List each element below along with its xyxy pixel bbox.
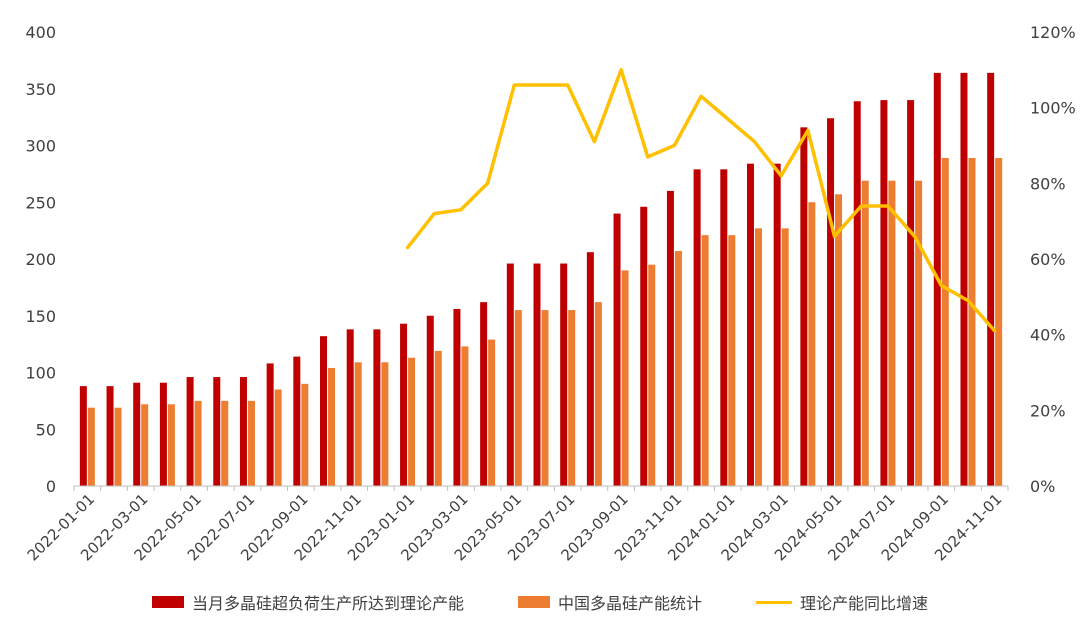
bar-theoretical-capacity bbox=[907, 100, 915, 486]
bar-theoretical-capacity bbox=[480, 302, 488, 486]
bar-theoretical-capacity bbox=[560, 263, 568, 486]
bar-theoretical-capacity bbox=[880, 100, 888, 486]
y-left-tick-label: 100 bbox=[25, 364, 56, 383]
y-right-tick-label: 0% bbox=[1030, 477, 1055, 496]
bar-china-capacity bbox=[408, 357, 416, 486]
legend-swatch-yellow-line bbox=[756, 600, 792, 604]
bar-theoretical-capacity bbox=[186, 377, 194, 486]
y-left-tick-label: 400 bbox=[25, 23, 56, 42]
bar-theoretical-capacity bbox=[640, 206, 648, 487]
y-right-tick-label: 40% bbox=[1030, 326, 1066, 345]
bar-theoretical-capacity bbox=[79, 386, 87, 486]
bar-theoretical-capacity bbox=[987, 72, 995, 487]
line-yoy-growth bbox=[405, 68, 997, 333]
y-right-tick-label: 120% bbox=[1030, 23, 1076, 42]
bar-china-capacity bbox=[167, 404, 175, 486]
bar-china-capacity bbox=[328, 367, 336, 486]
bar-theoretical-capacity bbox=[453, 308, 461, 486]
y-left-tick-label: 50 bbox=[36, 420, 56, 439]
bar-china-capacity bbox=[194, 400, 202, 486]
bar-china-capacity bbox=[915, 180, 923, 486]
bar-china-capacity bbox=[274, 389, 282, 486]
bar-china-capacity bbox=[808, 202, 816, 486]
bar-theoretical-capacity bbox=[666, 190, 674, 486]
bar-theoretical-capacity bbox=[853, 101, 861, 487]
bar-china-capacity bbox=[247, 400, 255, 486]
bar-china-capacity bbox=[434, 350, 442, 486]
bar-china-capacity bbox=[354, 362, 362, 486]
bar-theoretical-capacity bbox=[720, 169, 728, 486]
bar-theoretical-capacity bbox=[773, 163, 781, 486]
bar-china-capacity bbox=[87, 407, 95, 486]
y-right-tick-label: 20% bbox=[1030, 401, 1066, 420]
legend-item-china-capacity: 中国多晶硅产能统计 bbox=[517, 590, 702, 614]
bar-china-capacity bbox=[861, 180, 869, 486]
bar-theoretical-capacity bbox=[533, 263, 541, 486]
y-left-tick-label: 300 bbox=[25, 137, 56, 156]
bar-china-capacity bbox=[381, 362, 389, 486]
y-right-tick-label: 60% bbox=[1030, 250, 1066, 269]
chart-svg: 0 50 100 150 200 250 300 350 400 0% 20% 40% 60% 80% 10… bbox=[24, 23, 1076, 564]
bar-theoretical-capacity bbox=[266, 363, 274, 486]
bar-theoretical-capacity bbox=[800, 127, 808, 486]
bar-china-capacity bbox=[968, 157, 976, 487]
y-right-tick-label: 80% bbox=[1030, 174, 1066, 193]
legend-label: 中国多晶硅产能统计 bbox=[557, 594, 702, 613]
bar-china-capacity bbox=[941, 157, 949, 487]
legend-label: 理论产能同比增速 bbox=[800, 594, 929, 613]
bar-china-capacity bbox=[674, 251, 682, 486]
y-left-tick-label: 200 bbox=[25, 250, 56, 269]
bar-theoretical-capacity bbox=[426, 315, 434, 486]
y-left-tick-label: 150 bbox=[25, 307, 56, 326]
bar-theoretical-capacity bbox=[346, 329, 354, 486]
bar-theoretical-capacity bbox=[827, 118, 835, 486]
bar-china-capacity bbox=[514, 310, 522, 486]
bar-china-capacity bbox=[888, 180, 896, 486]
y-right-tick-label: 100% bbox=[1030, 99, 1076, 118]
bar-china-capacity bbox=[568, 310, 576, 486]
bar-china-capacity bbox=[541, 310, 549, 486]
bar-china-capacity bbox=[621, 270, 629, 486]
bar-theoretical-capacity bbox=[746, 163, 754, 486]
bar-china-capacity bbox=[488, 339, 496, 486]
bar-theoretical-capacity bbox=[960, 72, 968, 487]
bar-china-capacity bbox=[781, 228, 789, 487]
bar-theoretical-capacity bbox=[586, 252, 594, 486]
bar-theoretical-capacity bbox=[133, 382, 141, 486]
bar-china-capacity bbox=[995, 157, 1003, 487]
bar-theoretical-capacity bbox=[239, 377, 247, 486]
bar-china-capacity bbox=[114, 407, 122, 486]
legend-swatch-dark-red bbox=[151, 596, 184, 608]
bar-theoretical-capacity bbox=[613, 213, 621, 486]
bar-china-capacity bbox=[754, 228, 762, 487]
y-left-tick-label: 250 bbox=[25, 193, 56, 212]
bar-china-capacity bbox=[648, 264, 656, 486]
bar-theoretical-capacity bbox=[693, 169, 701, 486]
bar-theoretical-capacity bbox=[293, 356, 301, 486]
bar-china-capacity bbox=[594, 302, 602, 486]
legend-item-yoy-growth: 理论产能同比增速 bbox=[756, 590, 928, 614]
bar-theoretical-capacity bbox=[213, 377, 221, 486]
bar-theoretical-capacity bbox=[506, 263, 514, 486]
bar-china-capacity bbox=[835, 194, 843, 486]
bar-theoretical-capacity bbox=[320, 336, 328, 486]
legend-swatch-orange bbox=[517, 596, 550, 608]
bar-china-capacity bbox=[301, 383, 309, 486]
bar-china-capacity bbox=[701, 235, 709, 486]
bar-china-capacity bbox=[221, 400, 229, 486]
bar-china-capacity bbox=[141, 404, 149, 486]
bar-china-capacity bbox=[461, 346, 469, 486]
legend-label: 当月多晶硅超负荷生产所达到理论产能 bbox=[191, 594, 464, 613]
bar-theoretical-capacity bbox=[373, 329, 381, 486]
y-left-tick-label: 350 bbox=[25, 80, 56, 99]
y-left-tick-label: 0 bbox=[46, 477, 56, 496]
bar-china-capacity bbox=[728, 235, 736, 486]
bar-theoretical-capacity bbox=[159, 382, 167, 486]
bar-theoretical-capacity bbox=[400, 323, 408, 486]
legend-item-theoretical-capacity: 当月多晶硅超负荷生产所达到理论产能 bbox=[151, 590, 464, 614]
bar-theoretical-capacity bbox=[106, 386, 114, 486]
legend: 当月多晶硅超负荷生产所达到理论产能 中国多晶硅产能统计 理论产能同比增速 bbox=[0, 590, 1080, 614]
